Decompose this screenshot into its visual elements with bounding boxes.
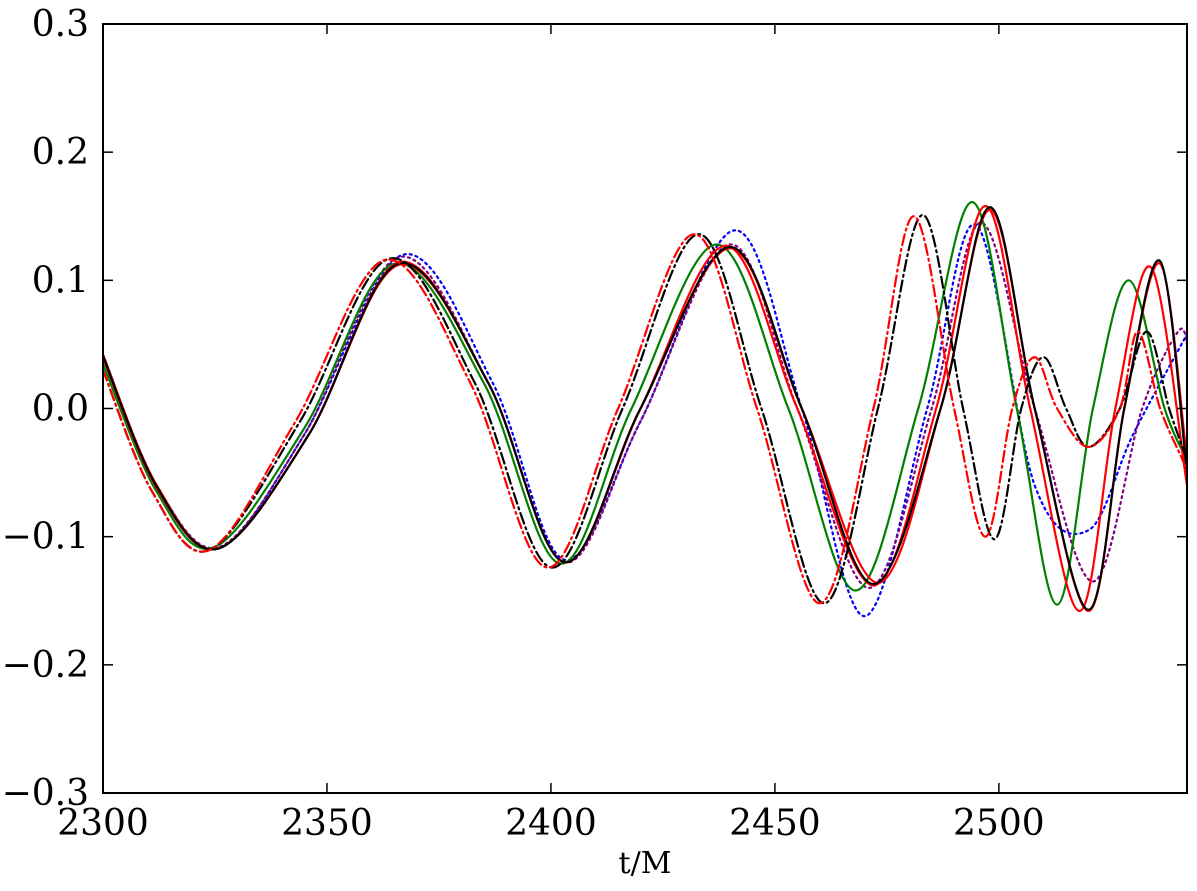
plot-frame — [102, 23, 1188, 794]
series-line-6 — [103, 206, 1187, 611]
series-layer — [103, 201, 1187, 618]
y-tick-label: −0.1 — [2, 517, 89, 558]
y-tick-label: −0.2 — [2, 645, 89, 686]
x-tick-label: 2350 — [281, 803, 373, 844]
series-line-3 — [103, 201, 1187, 606]
series-line-2 — [103, 221, 1187, 590]
y-tick-label: 0.0 — [32, 389, 89, 430]
x-tick-label: 2400 — [505, 803, 597, 844]
y-tick-label: 0.1 — [32, 260, 89, 301]
x-axis-label: t/M — [619, 846, 672, 881]
series-line-7 — [103, 213, 1187, 605]
series-line-4 — [103, 204, 1187, 613]
y-tick-label: 0.3 — [32, 4, 89, 45]
y-tick-label: −0.3 — [2, 773, 89, 814]
ticks-layer: 2300 2350 2400 2450 2500 −0.3 −0.2 −0.1 0.0 0.1 0.… — [2, 4, 1187, 844]
y-tick-label: 0.2 — [32, 132, 89, 173]
series-line-8 — [103, 215, 1187, 605]
x-tick-label: 2500 — [953, 803, 1045, 844]
x-tick-label: 2450 — [729, 803, 821, 844]
series-line-1 — [103, 223, 1187, 618]
x-tick-label: 2300 — [57, 803, 149, 844]
